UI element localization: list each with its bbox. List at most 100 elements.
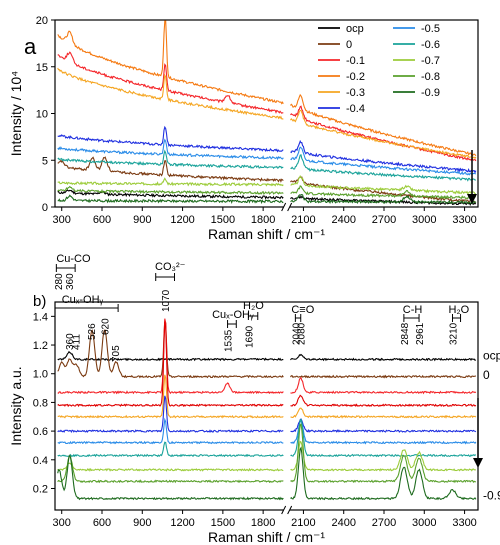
legend-label: -0.9	[421, 87, 440, 99]
axis-break-mask	[283, 201, 290, 213]
x-tick-label: 3000	[412, 517, 436, 529]
peak-label: 280	[54, 273, 65, 290]
series-line--0p7	[57, 175, 477, 195]
peak-label: 2848	[400, 322, 411, 345]
peak-label: 1690	[244, 325, 255, 348]
y-tick-label: 20	[36, 15, 48, 27]
axis-break-mark	[281, 202, 287, 212]
x-tick-label: 1800	[251, 214, 275, 226]
x-tick-label: 3300	[452, 214, 476, 226]
peak-label: 360	[65, 273, 76, 290]
x-tick-label: 1500	[211, 517, 235, 529]
x-tick-label: 300	[53, 517, 71, 529]
x-tick-label: 1200	[170, 517, 194, 529]
axis-break-mark	[287, 202, 293, 212]
x-tick-label: 2700	[372, 214, 396, 226]
series-line--0p8	[57, 423, 476, 484]
peak-label: 1535	[224, 329, 235, 352]
band-label-co3: CO₃²⁻	[155, 261, 186, 273]
x-tick-label: 2400	[331, 214, 355, 226]
series-label-ocp: ocp	[483, 349, 500, 363]
x-tick-label: 1200	[170, 214, 194, 226]
x-axis-label: Raman shift / cm⁻¹	[208, 529, 325, 545]
peak-label: 620	[101, 318, 112, 335]
band-label-cuxohy: Cuₓ-OHᵧ	[62, 294, 104, 306]
series-line--0p9	[57, 194, 477, 205]
plot-frame	[54, 19, 479, 208]
y-tick-label: 1.4	[33, 311, 48, 323]
peak-label: 1070	[161, 289, 172, 312]
series-line--0p5	[57, 138, 477, 176]
x-tick-label: 2400	[331, 517, 355, 529]
x-tick-label: 1500	[211, 214, 235, 226]
y-tick-label: 15	[36, 62, 48, 74]
panel-letter-b: b)	[33, 293, 46, 310]
panel-a	[51, 19, 479, 213]
series-line--0p9	[57, 446, 477, 501]
y-axis-label: Intensity a.u.	[8, 366, 24, 445]
series-line--0p6	[57, 418, 477, 458]
band-label-cuxohy-2: Cuₓ-OHᵧ	[212, 309, 254, 321]
legend-label: -0.7	[421, 55, 440, 67]
series-line-0	[57, 156, 477, 204]
x-tick-label: 2100	[291, 214, 315, 226]
band-label-ch: C-H	[403, 304, 423, 316]
legend-label: -0.8	[421, 71, 440, 83]
band-label-h2o: H₂O	[243, 300, 264, 312]
peak-label: 360	[65, 333, 76, 350]
series-line--0p6	[57, 149, 476, 182]
y-tick-label: 0	[42, 202, 48, 214]
series-line--0p4	[57, 395, 477, 433]
peak-label: 411	[72, 334, 83, 350]
x-tick-label: 3000	[412, 214, 436, 226]
peak-label: 3210	[448, 322, 459, 345]
panel-letter-a: a	[24, 34, 37, 59]
legend-label: -0.4	[346, 103, 365, 115]
legend-label: -0.5	[421, 23, 440, 35]
y-tick-label: 1.2	[33, 340, 48, 352]
y-tick-label: 0.2	[33, 483, 48, 495]
axis-break-mask	[283, 504, 290, 516]
band-label-cu-co: Cu-CO	[56, 253, 91, 265]
panel-b	[51, 301, 479, 516]
arrow-head-icon	[467, 194, 477, 204]
peak-label: 2961	[415, 322, 426, 345]
series-line--0p3	[57, 67, 477, 160]
series-line--0p8	[57, 185, 477, 200]
y-tick-label: 5	[42, 155, 48, 167]
series-line-0	[57, 319, 477, 379]
peak-label: 526	[87, 323, 98, 340]
peak-label: 2040	[291, 322, 302, 345]
series-line--0p7	[57, 440, 476, 472]
y-tick-label: 1.0	[33, 369, 48, 381]
series-line-ocp	[57, 189, 477, 207]
series-line--0p2	[57, 321, 477, 408]
axis-break-mark	[287, 505, 293, 515]
x-axis-label: Raman shift / cm⁻¹	[208, 226, 325, 242]
y-tick-label: 10	[36, 109, 48, 121]
axis-break-mark	[281, 505, 287, 515]
y-tick-label: 0.8	[33, 397, 48, 409]
x-tick-label: 900	[133, 517, 151, 529]
series-line--0p1	[57, 318, 477, 395]
series-label-minus-0p9: -0.9	[483, 489, 500, 503]
x-tick-label: 600	[93, 214, 111, 226]
legend-label: -0.2	[346, 71, 365, 83]
legend-label: ocp	[346, 23, 364, 35]
legend-label: 0	[346, 39, 352, 51]
series-line--0p2	[57, 20, 477, 157]
legend-label: -0.1	[346, 55, 365, 67]
peak-label: 2080	[297, 322, 308, 345]
x-tick-label: 2100	[291, 517, 315, 529]
x-tick-label: 2700	[372, 517, 396, 529]
series-line-ocp	[57, 350, 477, 362]
legend-label: -0.3	[346, 87, 365, 99]
x-tick-label: 300	[53, 214, 71, 226]
y-tick-label: 0.4	[33, 455, 48, 467]
x-tick-label: 900	[133, 214, 151, 226]
peak-label: 705	[111, 345, 122, 362]
series-line--0p5	[57, 417, 477, 445]
y-tick-label: 0.6	[33, 426, 48, 438]
